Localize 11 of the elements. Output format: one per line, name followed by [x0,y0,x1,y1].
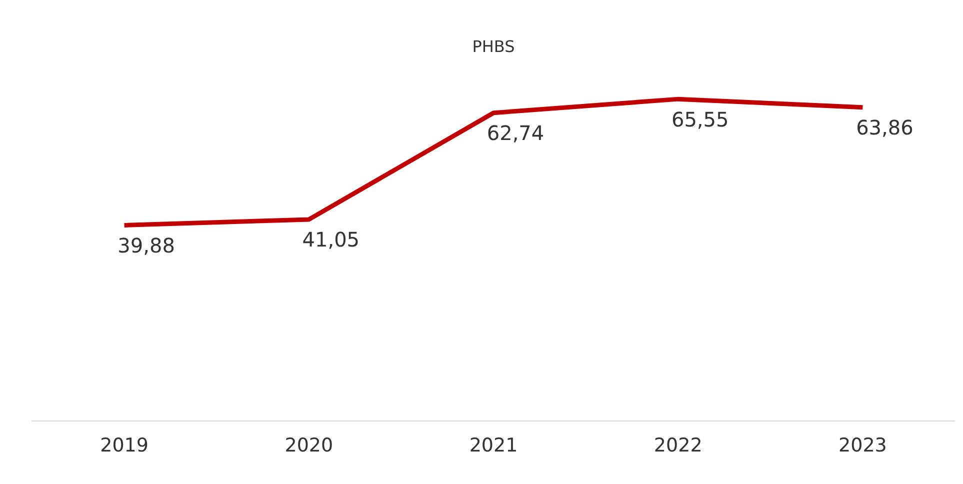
data-label: 41,05 [302,228,360,252]
chart-title: PHBS [472,36,515,56]
data-label: 65,55 [671,107,729,132]
data-label: 39,88 [118,233,175,258]
x-tick-label: 2023 [838,434,887,457]
data-label: 62,74 [486,121,544,146]
data-label: 63,86 [856,116,914,140]
x-tick-label: 2020 [284,434,334,457]
x-tick-label: 2021 [469,434,518,457]
x-tick-label: 2022 [654,434,702,457]
x-tick-label: 2019 [100,434,148,457]
